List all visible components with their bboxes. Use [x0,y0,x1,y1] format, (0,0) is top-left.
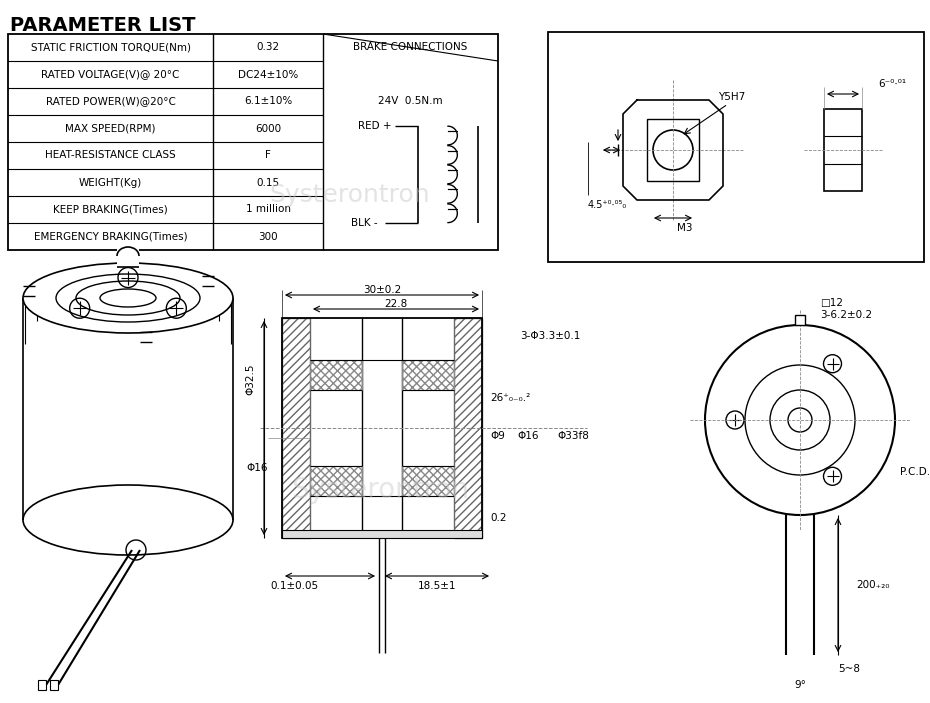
Bar [38,680,46,690]
Text: 30±0.2: 30±0.2 [363,285,401,295]
Text: MAX SPEED(RPM): MAX SPEED(RPM) [65,124,155,134]
Text: F: F [265,150,271,160]
Text: 9°: 9° [794,680,806,690]
Text: Φ33f8: Φ33f8 [557,431,589,441]
Bar [282,530,482,538]
Text: 24V  0.5N.m: 24V 0.5N.m [379,96,443,106]
Bar [8,34,498,250]
Ellipse shape [100,289,156,307]
Text: 3-Φ3.3±0.1: 3-Φ3.3±0.1 [520,331,580,341]
Text: RATED POWER(W)@20°C: RATED POWER(W)@20°C [46,96,176,106]
Text: 6.1±10%: 6.1±10% [244,96,292,106]
Bar [824,109,862,191]
Text: RATED VOLTAGE(V)@ 20°C: RATED VOLTAGE(V)@ 20°C [41,70,179,79]
Text: 0.15: 0.15 [257,177,280,188]
Text: BLK -: BLK - [351,218,378,228]
Text: 5~8: 5~8 [838,664,860,674]
Ellipse shape [56,274,200,322]
Text: KEEP BRAKING(Times): KEEP BRAKING(Times) [53,205,168,214]
Ellipse shape [76,281,180,315]
Text: 6000: 6000 [255,124,281,134]
Text: 200₊₂₀: 200₊₂₀ [856,580,889,590]
Text: Systerontron: Systerontron [270,183,431,207]
Bar [548,32,924,262]
Text: Φ16: Φ16 [517,431,538,441]
Text: RED +: RED + [358,121,392,131]
Text: 6⁻⁰⋅⁰¹: 6⁻⁰⋅⁰¹ [878,79,906,89]
Text: STATIC FRICTION TORQUE(Nm): STATIC FRICTION TORQUE(Nm) [31,42,191,53]
Text: Systerontron: Systerontron [291,476,469,504]
Bar [282,318,310,538]
Text: 1 million: 1 million [246,205,290,214]
Text: □12: □12 [820,298,843,308]
Bar [402,360,454,390]
Text: 4.5⁺⁰⋅⁰⁵₀: 4.5⁺⁰⋅⁰⁵₀ [588,200,627,210]
Text: DC24±10%: DC24±10% [238,70,299,79]
Bar [795,315,805,325]
Text: HEAT-RESISTANCE CLASS: HEAT-RESISTANCE CLASS [46,150,176,160]
Bar [647,119,699,181]
Text: 0.2: 0.2 [490,513,507,523]
Text: 0.1±0.05: 0.1±0.05 [270,581,318,591]
Text: M3: M3 [677,223,693,233]
Text: 300: 300 [259,231,278,242]
Text: WEIGHT(Kg): WEIGHT(Kg) [79,177,142,188]
Bar [310,360,362,390]
Text: P.C.D.Φ26.5: P.C.D.Φ26.5 [900,467,930,477]
Text: EMERGENCY BRAKING(Times): EMERGENCY BRAKING(Times) [33,231,187,242]
Text: 18.5±1: 18.5±1 [418,581,457,591]
Text: Υ5H7: Υ5H7 [718,92,745,102]
Bar [282,318,482,538]
Text: 22.8: 22.8 [384,299,407,309]
Ellipse shape [23,263,233,333]
Text: Φ16: Φ16 [246,463,268,472]
Bar [402,466,454,496]
Bar [310,466,362,496]
Bar [117,249,139,267]
Text: Φ32.5: Φ32.5 [245,364,255,395]
Text: PARAMETER LIST: PARAMETER LIST [10,16,195,35]
Bar [50,680,58,690]
Text: BRAKE CONNECTIONS: BRAKE CONNECTIONS [353,42,468,53]
Text: 26⁺₀₋₀.²: 26⁺₀₋₀.² [490,393,530,403]
Bar [454,318,482,538]
Text: Φ9: Φ9 [490,431,505,441]
Text: 0.32: 0.32 [257,42,280,53]
Text: 3-6.2±0.2: 3-6.2±0.2 [820,310,872,320]
